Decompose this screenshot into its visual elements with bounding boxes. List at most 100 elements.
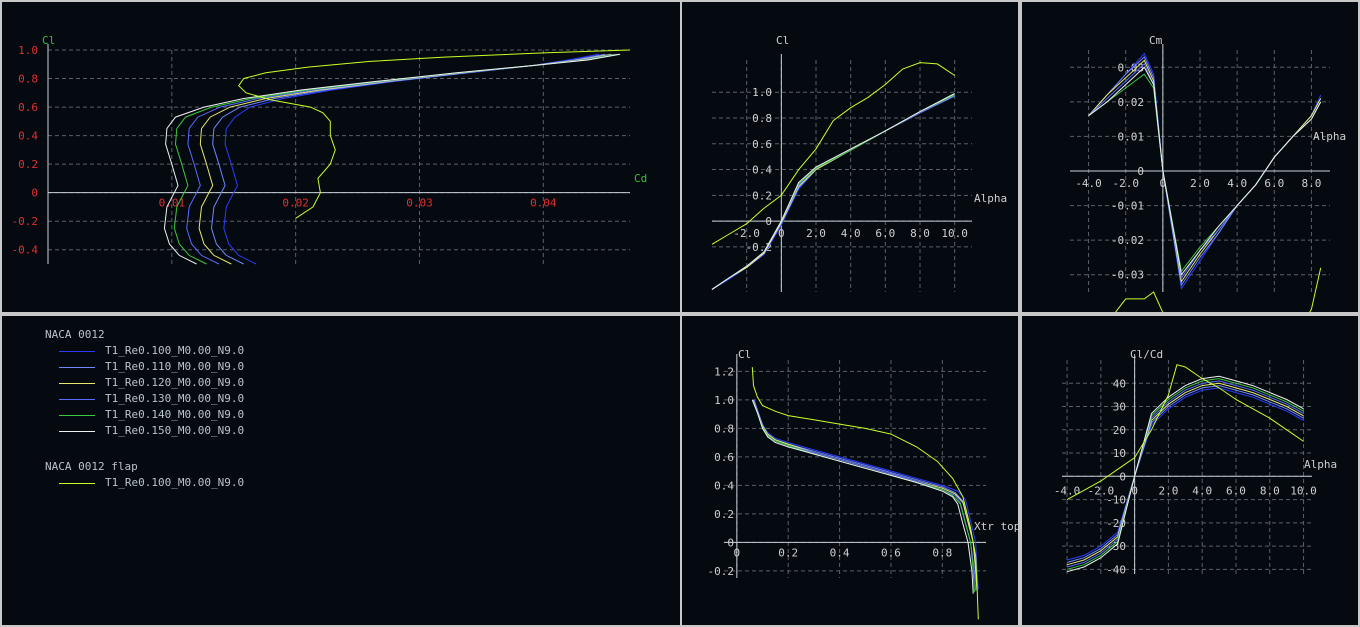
x-tick-label: -4.0 bbox=[1075, 177, 1102, 190]
y-tick-label: 0.4 bbox=[752, 164, 772, 177]
x-tick-label: 0.2 bbox=[778, 546, 798, 559]
series-line-6 bbox=[1066, 364, 1304, 501]
legend-swatch bbox=[59, 351, 95, 352]
legend-entry-label: T1_Re0.110_M0.00_N9.0 bbox=[105, 360, 245, 373]
cl-alpha-panel: -2.0 0 2.0 4.0 6.0 8.0 10.0 -0.2 0 0.2 0.4 0.6 0.8 1.… bbox=[682, 2, 1018, 312]
x-tick-label: 0 bbox=[1160, 177, 1167, 190]
y-tick-label: 0.8 bbox=[18, 73, 38, 86]
series-line-5 bbox=[1088, 66, 1322, 276]
series-line-1 bbox=[1066, 385, 1304, 563]
x-tick-label: 0 bbox=[1131, 484, 1138, 497]
y-tick-label: -0.2 bbox=[12, 215, 39, 228]
x-tick-label: -2.0 bbox=[733, 227, 760, 240]
series-line-5 bbox=[711, 93, 955, 290]
series-line-0 bbox=[711, 95, 955, 290]
legend-entry-label: T1_Re0.100_M0.00_N9.0 bbox=[105, 344, 245, 357]
cl-xtr-chart: 0 0.2 0.4 0.6 0.8 -0.2 0 0.2 0.4 0.6 0.8 1.0 1.2 Xtr … bbox=[708, 348, 1018, 620]
y-tick-label: -0.03 bbox=[1111, 269, 1144, 282]
y-tick-label: 0.6 bbox=[18, 101, 38, 114]
x-tick-label: 0.6 bbox=[881, 546, 901, 559]
y-tick-label: -0.2 bbox=[708, 565, 735, 578]
legend-swatch bbox=[59, 367, 95, 368]
x-tick-label: 4.0 bbox=[841, 227, 861, 240]
x-tick-label: 8.0 bbox=[910, 227, 930, 240]
legend: NACA 0012 T1_Re0.100_M0.00_N9.0 T1_Re0.110… bbox=[45, 328, 445, 528]
x-tick-label: 10.0 bbox=[941, 227, 968, 240]
series-line-1 bbox=[210, 53, 606, 265]
cl-cd-polar-chart: 0.01 0.02 0.03 0.04 -0.4 -0.2 0 0.2 0.4 0.6 0.8 1.0… bbox=[12, 34, 647, 265]
clcd-alpha-panel: -4.0 -2.0 0 2.0 4.0 6.0 8.0 10.0 -40 -30 -20 -10 0 10… bbox=[1022, 316, 1358, 625]
y-tick-label: 0 bbox=[1137, 165, 1144, 178]
legend-swatch bbox=[59, 383, 95, 384]
y-tick-label: 20 bbox=[1113, 424, 1126, 437]
series-line-2 bbox=[1066, 382, 1304, 566]
x-tick-label: 0.04 bbox=[530, 197, 557, 210]
x-tick-label: 0 bbox=[778, 227, 785, 240]
series-line-6 bbox=[711, 62, 955, 245]
legend-entry-label: T1_Re0.140_M0.00_N9.0 bbox=[105, 408, 245, 421]
cm-alpha-panel: -4.0 -2.0 0 2.0 4.0 6.0 8.0 -0.03 -0.02 -0.01 0 0.0… bbox=[1022, 2, 1358, 312]
y-tick-label: -0.01 bbox=[1111, 200, 1144, 213]
y-axis-label: Cl bbox=[776, 34, 789, 47]
y-tick-label: 0.4 bbox=[18, 130, 38, 143]
x-axis-label: Alpha bbox=[1313, 130, 1346, 143]
y-axis-label: Cl bbox=[42, 34, 55, 47]
x-tick-label: 4.0 bbox=[1227, 177, 1247, 190]
x-tick-label: 2.0 bbox=[806, 227, 826, 240]
series-line-6 bbox=[1115, 267, 1322, 312]
legend-panel: NACA 0012 T1_Re0.100_M0.00_N9.0 T1_Re0.110… bbox=[2, 316, 680, 625]
clcd-alpha-chart: -4.0 -2.0 0 2.0 4.0 6.0 8.0 10.0-40-30-20-10010… bbox=[1054, 348, 1337, 576]
y-tick-label: -0.4 bbox=[12, 244, 39, 257]
polar-plot-panel: 0.01 0.02 0.03 0.04 -0.4 -0.2 0 0.2 0.4 0.6 0.8 1.0… bbox=[2, 2, 680, 312]
y-tick-label: 0.03 bbox=[1118, 61, 1145, 74]
y-tick-label: 0.6 bbox=[714, 451, 734, 464]
cl-xtr-panel: 0 0.2 0.4 0.6 0.8 -0.2 0 0.2 0.4 0.6 0.8 1.0 1.2 Xtr … bbox=[682, 316, 1018, 625]
y-tick-label: 1.0 bbox=[18, 44, 38, 57]
series-line-2 bbox=[711, 94, 955, 290]
x-axis-label: Alpha bbox=[974, 192, 1007, 205]
legend-swatch bbox=[59, 483, 95, 484]
y-tick-label: 0.2 bbox=[18, 158, 38, 171]
series-line-5 bbox=[751, 399, 974, 594]
x-tick-label: 2.0 bbox=[1158, 484, 1178, 497]
x-tick-label: 8.0 bbox=[1301, 177, 1321, 190]
x-tick-label: 6.0 bbox=[1226, 484, 1246, 497]
y-tick-label: 0.2 bbox=[714, 508, 734, 521]
series-line-6 bbox=[238, 49, 631, 219]
x-tick-label: 0 bbox=[734, 546, 741, 559]
y-tick-label: 0.8 bbox=[752, 112, 772, 125]
x-axis-label: Alpha bbox=[1304, 458, 1337, 471]
legend-entry-label: T1_Re0.130_M0.00_N9.0 bbox=[105, 392, 245, 405]
x-tick-label: 6.0 bbox=[1264, 177, 1284, 190]
series-line-6 bbox=[751, 367, 979, 620]
y-tick-label: 30 bbox=[1113, 401, 1126, 414]
y-tick-label: 0.4 bbox=[714, 479, 734, 492]
y-tick-label: -0.02 bbox=[1111, 234, 1144, 247]
series-line-1 bbox=[711, 95, 955, 290]
series-line-3 bbox=[1066, 380, 1304, 568]
legend-entry-label: T1_Re0.100_M0.00_N9.0 bbox=[105, 476, 245, 489]
series-line-4 bbox=[711, 94, 955, 290]
series-line-4 bbox=[173, 53, 618, 265]
legend-swatch bbox=[59, 415, 95, 416]
series-line-5 bbox=[163, 53, 621, 265]
y-axis-label: Cl bbox=[738, 348, 751, 361]
x-tick-label: 4.0 bbox=[1192, 484, 1212, 497]
x-tick-label: 8.0 bbox=[1260, 484, 1280, 497]
y-tick-label: 1.2 bbox=[714, 365, 734, 378]
y-axis-label: Cm bbox=[1149, 34, 1163, 47]
x-tick-label: 10.0 bbox=[1290, 484, 1317, 497]
legend-group-title: NACA 0012 flap bbox=[45, 460, 138, 473]
series-line-0 bbox=[753, 399, 979, 590]
series-line-0 bbox=[223, 53, 600, 265]
y-tick-label: 0 bbox=[727, 536, 734, 549]
y-tick-label: 40 bbox=[1113, 377, 1126, 390]
x-tick-label: 0.03 bbox=[406, 197, 433, 210]
x-tick-label: 0.4 bbox=[830, 546, 850, 559]
x-tick-label: 2.0 bbox=[1190, 177, 1210, 190]
y-tick-label: -10 bbox=[1106, 494, 1126, 507]
x-tick-label: 6.0 bbox=[875, 227, 895, 240]
legend-entry-label: T1_Re0.120_M0.00_N9.0 bbox=[105, 376, 245, 389]
y-tick-label: 0.01 bbox=[1118, 130, 1145, 143]
y-tick-label: 0.6 bbox=[752, 138, 772, 151]
